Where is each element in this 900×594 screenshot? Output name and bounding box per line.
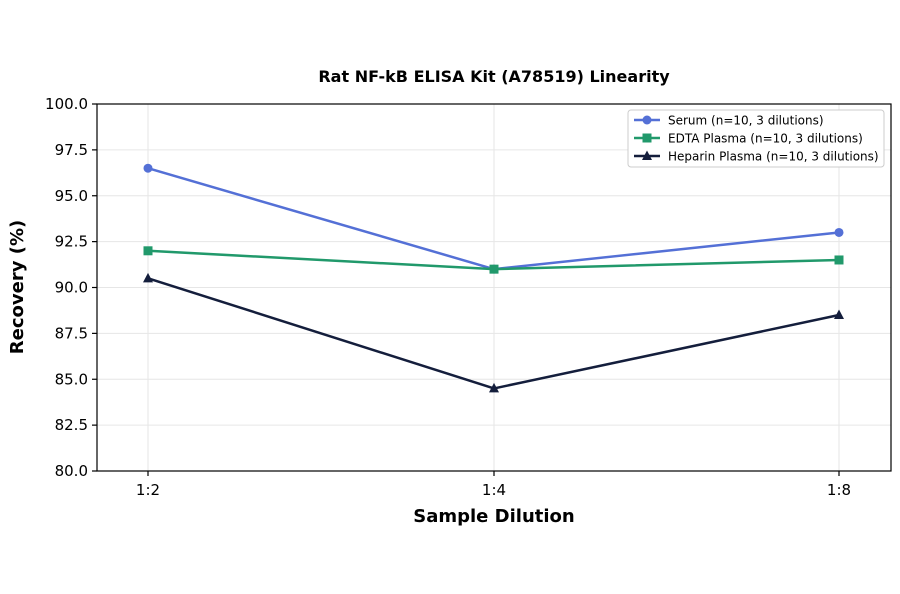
y-tick-label: 90.0 (55, 279, 88, 297)
chart-title: Rat NF-kB ELISA Kit (A78519) Linearity (318, 67, 670, 86)
legend-label: Heparin Plasma (n=10, 3 dilutions) (668, 150, 879, 164)
data-point (143, 246, 153, 256)
series-2 (143, 246, 844, 274)
data-point (834, 255, 844, 265)
legend-marker (642, 150, 652, 160)
data-point (143, 272, 153, 283)
y-tick-label: 97.5 (55, 141, 88, 159)
legend-box (627, 109, 885, 168)
y-tick-label: 85.0 (55, 370, 88, 388)
y-tick-label: 92.5 (55, 233, 88, 251)
data-point (489, 382, 499, 393)
y-tick-label: 95.0 (55, 187, 88, 205)
x-tick-label: 1:8 (827, 481, 851, 499)
y-tick-label: 87.5 (55, 324, 88, 342)
legend-item: EDTA Plasma (n=10, 3 dilutions) (634, 132, 863, 146)
x-tick-label: 1:4 (482, 481, 506, 499)
legend-item: Heparin Plasma (n=10, 3 dilutions) (634, 150, 879, 164)
series-layer (143, 163, 844, 393)
legend-marker (642, 115, 652, 125)
data-point (834, 227, 844, 237)
data-point (834, 309, 844, 320)
legend-item: Serum (n=10, 3 dilutions) (634, 114, 824, 128)
x-axis-label: Sample Dilution (413, 506, 574, 527)
x-tick-label: 1:2 (136, 481, 160, 499)
y-tick-label: 100.0 (45, 95, 88, 113)
data-point (143, 163, 153, 173)
data-point (489, 264, 499, 274)
y-axis-label: Recovery (%) (7, 220, 28, 354)
legend-marker (642, 133, 652, 143)
legend-label: EDTA Plasma (n=10, 3 dilutions) (668, 132, 863, 146)
series-3 (143, 272, 844, 393)
y-tick-label: 82.5 (55, 416, 88, 434)
ticks: 80.0 82.5 85.0 87.5 90.0 92.5 95.0 97.5 100.0 1:2… (45, 95, 851, 499)
legend-label: Serum (n=10, 3 dilutions) (668, 114, 824, 128)
legend: Serum (n=10, 3 dilutions) EDTA Plasma (n=… (627, 109, 885, 168)
y-tick-label: 80.0 (55, 462, 88, 480)
